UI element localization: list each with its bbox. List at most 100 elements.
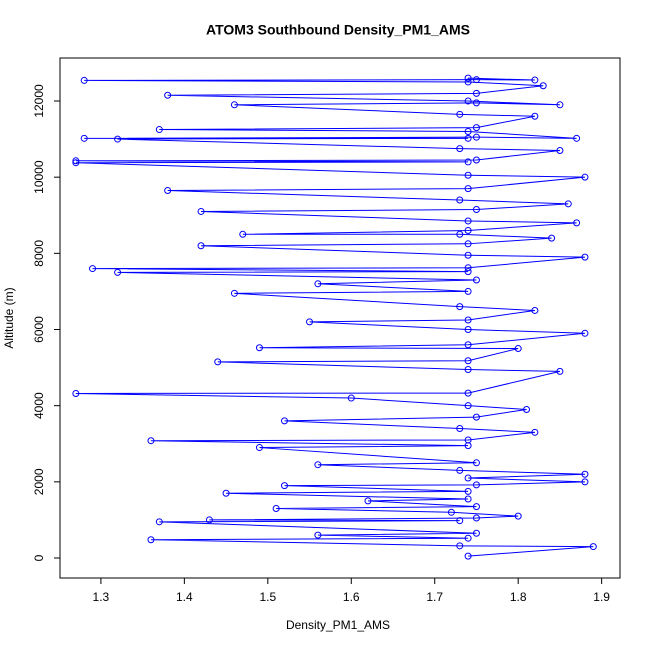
data-point (464, 389, 472, 397)
data-point (197, 242, 205, 250)
data-point (472, 76, 480, 84)
data-point (114, 268, 122, 276)
data-point (230, 101, 238, 109)
data-point (464, 78, 472, 86)
data-point (472, 514, 480, 522)
data-point (147, 536, 155, 544)
data-point (556, 101, 564, 109)
data-point (456, 425, 464, 433)
data-point (531, 428, 539, 436)
y-tick-label: 8000 (32, 240, 46, 267)
x-tick-label: 1.4 (176, 590, 193, 604)
data-point (230, 289, 238, 297)
data-point (531, 112, 539, 120)
data-point (581, 173, 589, 181)
data-point (464, 326, 472, 334)
data-point (514, 345, 522, 353)
data-point (464, 264, 472, 272)
y-tick-label: 2000 (32, 468, 46, 495)
data-point (556, 147, 564, 155)
data-point (72, 389, 80, 397)
y-tick-label: 10000 (32, 160, 46, 194)
data-point (72, 157, 80, 165)
data-point (80, 76, 88, 84)
data-point (464, 226, 472, 234)
data-point (456, 145, 464, 153)
data-point (472, 124, 480, 132)
data-point (456, 196, 464, 204)
data-point (147, 437, 155, 445)
data-point (472, 503, 480, 511)
data-point (456, 230, 464, 238)
data-point (523, 405, 531, 413)
data-point (472, 206, 480, 214)
data-line (75, 77, 594, 557)
data-point (472, 459, 480, 467)
data-point (464, 341, 472, 349)
data-point (581, 478, 589, 486)
data-point (456, 110, 464, 118)
data-point (456, 542, 464, 550)
data-point (464, 268, 472, 276)
data-point (472, 529, 480, 537)
data-point (464, 365, 472, 373)
data-point (472, 99, 480, 107)
data-point (581, 470, 589, 478)
y-tick-label: 12000 (32, 84, 46, 118)
data-point (581, 253, 589, 261)
data-point (548, 234, 556, 242)
data-point (464, 97, 472, 105)
data-point (222, 489, 230, 497)
data-point (464, 158, 472, 166)
x-tick-label: 1.7 (426, 590, 443, 604)
data-point (314, 461, 322, 469)
data-point (472, 413, 480, 421)
data-point (464, 495, 472, 503)
data-point (314, 280, 322, 288)
data-point (456, 303, 464, 311)
data-point (573, 219, 581, 227)
data-point (556, 367, 564, 375)
x-tick-label: 1.9 (593, 590, 610, 604)
y-tick-label: 0 (32, 554, 46, 561)
data-point (197, 207, 205, 215)
plot-frame (59, 57, 621, 579)
data-point (281, 417, 289, 425)
x-tick-label: 1.5 (259, 590, 276, 604)
data-point (581, 329, 589, 337)
data-point (464, 402, 472, 410)
data-point (464, 487, 472, 495)
data-point (573, 134, 581, 142)
data-point (164, 91, 172, 99)
data-point (464, 217, 472, 225)
chart-title: ATOM3 Southbound Density_PM1_AMS (206, 22, 470, 38)
data-point (114, 135, 122, 143)
data-point (155, 126, 163, 134)
data-point (464, 251, 472, 259)
data-point (464, 357, 472, 365)
data-point (214, 358, 222, 366)
x-tick-label: 1.8 (510, 590, 527, 604)
data-point (347, 394, 355, 402)
data-point (464, 552, 472, 560)
data-point (464, 127, 472, 135)
data-point (80, 134, 88, 142)
data-point (314, 531, 322, 539)
data-point (306, 318, 314, 326)
data-point (464, 240, 472, 248)
data-point (255, 344, 263, 352)
data-point (239, 230, 247, 238)
data-point (272, 504, 280, 512)
data-point (472, 89, 480, 97)
data-point (472, 481, 480, 489)
data-point (472, 156, 480, 164)
y-tick-label: 4000 (32, 392, 46, 419)
data-point (564, 200, 572, 208)
data-point (164, 186, 172, 194)
data-point (531, 76, 539, 84)
data-point (464, 316, 472, 324)
x-axis-label: Density_PM1_AMS (286, 618, 390, 632)
data-point (539, 82, 547, 90)
data-point (89, 265, 97, 273)
